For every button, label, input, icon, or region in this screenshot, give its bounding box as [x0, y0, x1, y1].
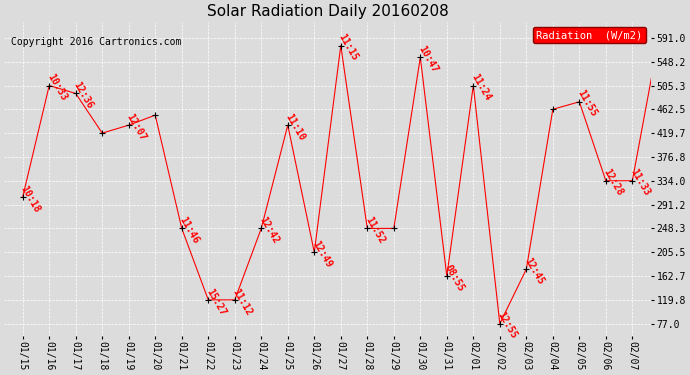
Text: 08:55: 08:55	[443, 262, 466, 293]
Title: Solar Radiation Daily 20160208: Solar Radiation Daily 20160208	[207, 4, 448, 19]
Text: 12:28: 12:28	[602, 167, 625, 198]
Text: 10:47: 10:47	[416, 44, 440, 74]
Text: 12:07: 12:07	[125, 112, 148, 142]
Text: 12:55: 12:55	[496, 310, 519, 341]
Text: 12:49: 12:49	[310, 239, 334, 269]
Text: 11:55: 11:55	[575, 88, 599, 119]
Text: 11:12: 11:12	[230, 286, 254, 317]
Text: 00:41: 00:41	[0, 374, 1, 375]
Text: 11:46: 11:46	[178, 215, 201, 246]
Text: Copyright 2016 Cartronics.com: Copyright 2016 Cartronics.com	[10, 38, 181, 47]
Text: 11:52: 11:52	[364, 215, 386, 246]
Text: 15:27: 15:27	[204, 286, 228, 317]
Text: 11:24: 11:24	[469, 72, 493, 103]
Text: 12:42: 12:42	[257, 215, 281, 246]
Text: 11:33: 11:33	[629, 167, 652, 198]
Text: 10:33: 10:33	[46, 72, 68, 103]
Text: 11:15: 11:15	[337, 32, 360, 63]
Legend: Radiation  (W/m2): Radiation (W/m2)	[533, 27, 646, 43]
Text: 11:10: 11:10	[284, 112, 307, 142]
Text: 10:18: 10:18	[19, 183, 42, 214]
Text: 12:45: 12:45	[522, 256, 546, 286]
Text: 12:36: 12:36	[72, 80, 95, 111]
